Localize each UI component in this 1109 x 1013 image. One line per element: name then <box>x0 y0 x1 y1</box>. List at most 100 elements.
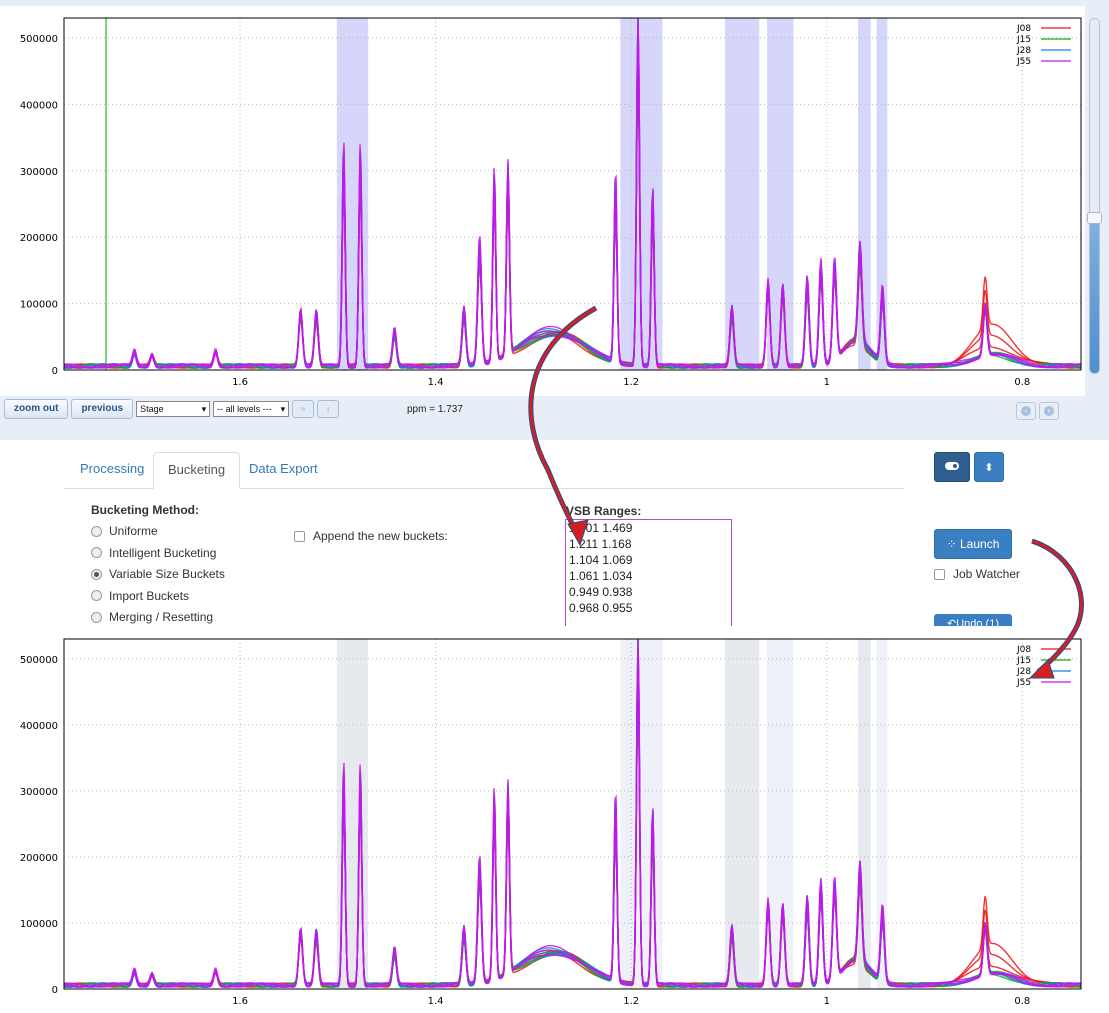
method-label: Merging / Resetting <box>109 610 214 624</box>
undo-label: Undo (1) <box>956 618 999 626</box>
undo-icon: ↶ <box>946 618 957 626</box>
toggle-icon <box>945 462 959 470</box>
y-tick-label: 500000 <box>20 655 58 666</box>
method-radio[interactable] <box>91 547 102 558</box>
legend-label-j15: J15 <box>1016 35 1031 45</box>
method-option-merging-resetting[interactable]: Merging / Resetting <box>91 610 213 624</box>
y-tick-label: 100000 <box>20 300 58 311</box>
method-radio[interactable] <box>91 590 102 601</box>
nav-right-button[interactable]: › <box>1039 402 1059 420</box>
y-tick-label: 0 <box>52 366 58 377</box>
x-tick-label: 1.6 <box>232 996 248 1007</box>
y-tick-label: 200000 <box>20 233 58 244</box>
zoom-scrollbar[interactable] <box>1089 18 1100 374</box>
method-label: Uniforme <box>109 524 158 538</box>
y-tick-label: 300000 <box>20 167 58 178</box>
tab-bucketing[interactable]: Bucketing <box>153 452 241 489</box>
method-radio[interactable] <box>91 525 102 537</box>
undo-button[interactable]: ↶Undo (1) <box>934 614 1012 626</box>
chevron-down-icon: ▾ <box>280 404 286 414</box>
levels-select[interactable]: -- all levels --- ▾ <box>213 401 290 417</box>
arrow-right-icon: › <box>1044 406 1054 416</box>
legend-label-j55: J55 <box>1016 57 1031 67</box>
sort-icon: ⬍ <box>984 462 994 474</box>
vsb-range-line: 0.949 0.938 <box>569 585 633 599</box>
stage-select-value: Stage <box>140 404 164 414</box>
method-option-variable-size-buckets[interactable]: Variable Size Buckets <box>91 567 225 581</box>
method-option-uniforme[interactable]: Uniforme <box>91 524 158 538</box>
y-tick-label: 100000 <box>20 919 58 930</box>
vsb-range-line: 0.968 0.955 <box>569 601 633 615</box>
launch-button[interactable]: ⁘ Launch <box>934 529 1012 559</box>
job-watcher-option[interactable]: Job Watcher <box>934 567 1020 581</box>
vsb-range-line: 1.211 1.168 <box>569 537 632 551</box>
x-tick-label: 1.2 <box>623 377 639 388</box>
ppm-readout: ppm = 1.737 <box>407 404 463 415</box>
stack-icon: ↕ <box>325 404 331 414</box>
tab-processing[interactable]: Processing <box>80 461 145 476</box>
y-tick-label: 400000 <box>20 100 58 111</box>
job-watcher-label: Job Watcher <box>953 567 1020 581</box>
levels-select-value: -- all levels --- <box>217 404 272 414</box>
legend-label-j08: J08 <box>1016 645 1031 655</box>
x-tick-label: 1.2 <box>623 996 639 1007</box>
method-label: Variable Size Buckets <box>109 567 225 581</box>
append-buckets-label: Append the new buckets: <box>313 529 448 543</box>
legend-label-j28: J28 <box>1016 667 1031 677</box>
bucket-region <box>858 639 871 989</box>
zoom-out-button[interactable]: zoom out <box>4 399 69 419</box>
tab-bar: Processing Bucketing Data Export <box>64 452 904 489</box>
toggle-view-button[interactable] <box>934 452 970 482</box>
x-tick-label: 1.6 <box>232 377 248 388</box>
nav-left-button[interactable]: ‹ <box>1016 402 1036 420</box>
series-line-j55 <box>64 638 1082 988</box>
method-option-intelligent-bucketing[interactable]: Intelligent Bucketing <box>91 546 216 560</box>
method-option-import-buckets[interactable]: Import Buckets <box>91 589 189 603</box>
method-radio[interactable] <box>91 611 102 623</box>
launch-label: Launch <box>960 537 1000 551</box>
x-tick-label: 1 <box>824 377 830 388</box>
stage-select[interactable]: Stage ▾ <box>136 401 211 417</box>
sort-button[interactable]: ⬍ <box>974 452 1004 482</box>
vsb-range-line: 1.061 1.034 <box>569 569 633 583</box>
spinner-icon: ⁘ <box>946 537 960 551</box>
x-tick-label: 1 <box>824 996 830 1007</box>
legend-label-j28: J28 <box>1016 46 1031 56</box>
y-tick-label: 400000 <box>20 721 58 732</box>
zoom-scrollbar-handle[interactable] <box>1087 212 1102 224</box>
plot-frame <box>63 638 1082 990</box>
spectra-icon: ≈ <box>300 404 306 414</box>
method-label: Import Buckets <box>109 588 190 603</box>
vsb-ranges-textarea[interactable]: 1.501 1.469 1.211 1.168 1.104 1.069 1.061 1… <box>565 519 732 626</box>
bucket-region <box>858 18 871 370</box>
spectrum-chart-top[interactable]: 1.6 1.4 1.2 1 0.8 500000 400000 300000 200000 100… <box>0 6 1085 396</box>
y-tick-label: 500000 <box>20 34 58 45</box>
legend-label-j08: J08 <box>1016 24 1031 34</box>
spectrum-chart-bottom[interactable]: 1.6 1.4 1.2 1 0.8 500000 400000 300000 200000 100… <box>0 636 1085 1013</box>
y-tick-label: 0 <box>52 985 58 996</box>
legend-label-j15: J15 <box>1016 656 1031 666</box>
x-tick-label: 1.4 <box>428 377 444 388</box>
stack-icon-button[interactable]: ↕ <box>317 400 340 418</box>
arrow-left-icon: ‹ <box>1021 406 1031 416</box>
x-tick-label: 1.4 <box>428 996 444 1007</box>
vsb-range-line: 1.104 1.069 <box>569 553 633 567</box>
spectra-icon-button[interactable]: ≈ <box>292 400 315 418</box>
chevron-down-icon: ▾ <box>201 404 207 414</box>
method-label: Intelligent Bucketing <box>109 545 217 560</box>
legend-label-j55: J55 <box>1016 678 1031 688</box>
bucket-region <box>876 18 888 370</box>
vsb-ranges-title: VSB Ranges: <box>566 504 642 518</box>
method-radio[interactable] <box>91 568 102 580</box>
x-tick-label: 0.8 <box>1014 377 1030 388</box>
job-watcher-checkbox[interactable] <box>934 568 945 580</box>
y-tick-label: 300000 <box>20 787 58 798</box>
append-buckets-option[interactable]: Append the new buckets: <box>294 529 448 543</box>
previous-button[interactable]: previous <box>71 399 134 419</box>
append-buckets-checkbox[interactable] <box>294 530 305 542</box>
tab-data-export[interactable]: Data Export <box>249 461 318 476</box>
bucketing-method-title: Bucketing Method: <box>91 503 199 517</box>
viewer-toolbar: zoom out previous Stage ▾ -- all levels -… <box>4 399 340 419</box>
bucket-region <box>876 639 888 989</box>
y-tick-label: 200000 <box>20 853 58 864</box>
